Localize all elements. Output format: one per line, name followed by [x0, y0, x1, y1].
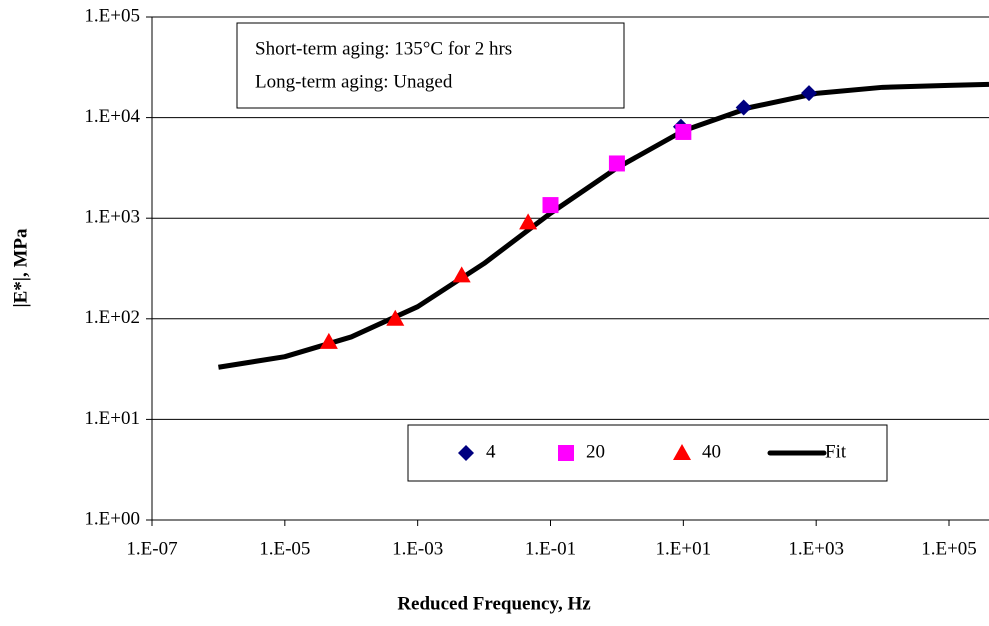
y-tick-label: 1.E+03: [84, 207, 140, 228]
x-axis-title: Reduced Frequency, Hz: [397, 593, 591, 614]
y-tick-label: 1.E+02: [84, 307, 140, 328]
fit-line: [218, 81, 989, 370]
marker-square: [542, 197, 559, 214]
y-tick-label: 1.E+01: [84, 408, 140, 429]
x-tick-label: 1.E-01: [525, 538, 576, 559]
marker-square: [558, 445, 574, 461]
annotation-box: [236, 22, 625, 109]
marker-square: [608, 155, 625, 172]
marker-triangle: [386, 309, 405, 326]
y-tick-label: 1.E+00: [84, 508, 140, 529]
marker-diamond: [458, 445, 474, 461]
marker-triangle: [673, 444, 691, 460]
marker-diamond: [801, 85, 818, 102]
marker-square: [675, 123, 692, 140]
y-tick-label: 1.E+04: [84, 106, 140, 127]
x-tick-label: 1.E-03: [392, 538, 443, 559]
marker-triangle: [519, 213, 538, 230]
x-tick-label: 1.E-05: [259, 538, 310, 559]
marker-triangle: [452, 266, 471, 283]
marker-triangle: [319, 332, 338, 349]
x-tick-label: 1.E+05: [921, 538, 977, 559]
annotation: Long-term aging: Unaged: [255, 71, 453, 92]
legend-label: 4: [486, 441, 496, 462]
x-tick-label: 1.E+01: [656, 538, 712, 559]
legend-label: 40: [702, 441, 721, 462]
marker-diamond: [735, 99, 752, 116]
x-tick-label: 1.E-07: [126, 538, 177, 559]
y-axis-title: |E*|, MPa: [10, 228, 31, 308]
annotation: Short-term aging: 135°C for 2 hrs: [255, 38, 512, 59]
x-tick-label: 1.E+03: [788, 538, 844, 559]
legend-label: Fit: [825, 441, 847, 462]
legend-label: 20: [586, 441, 605, 462]
y-tick-label: 1.E+05: [84, 5, 140, 26]
